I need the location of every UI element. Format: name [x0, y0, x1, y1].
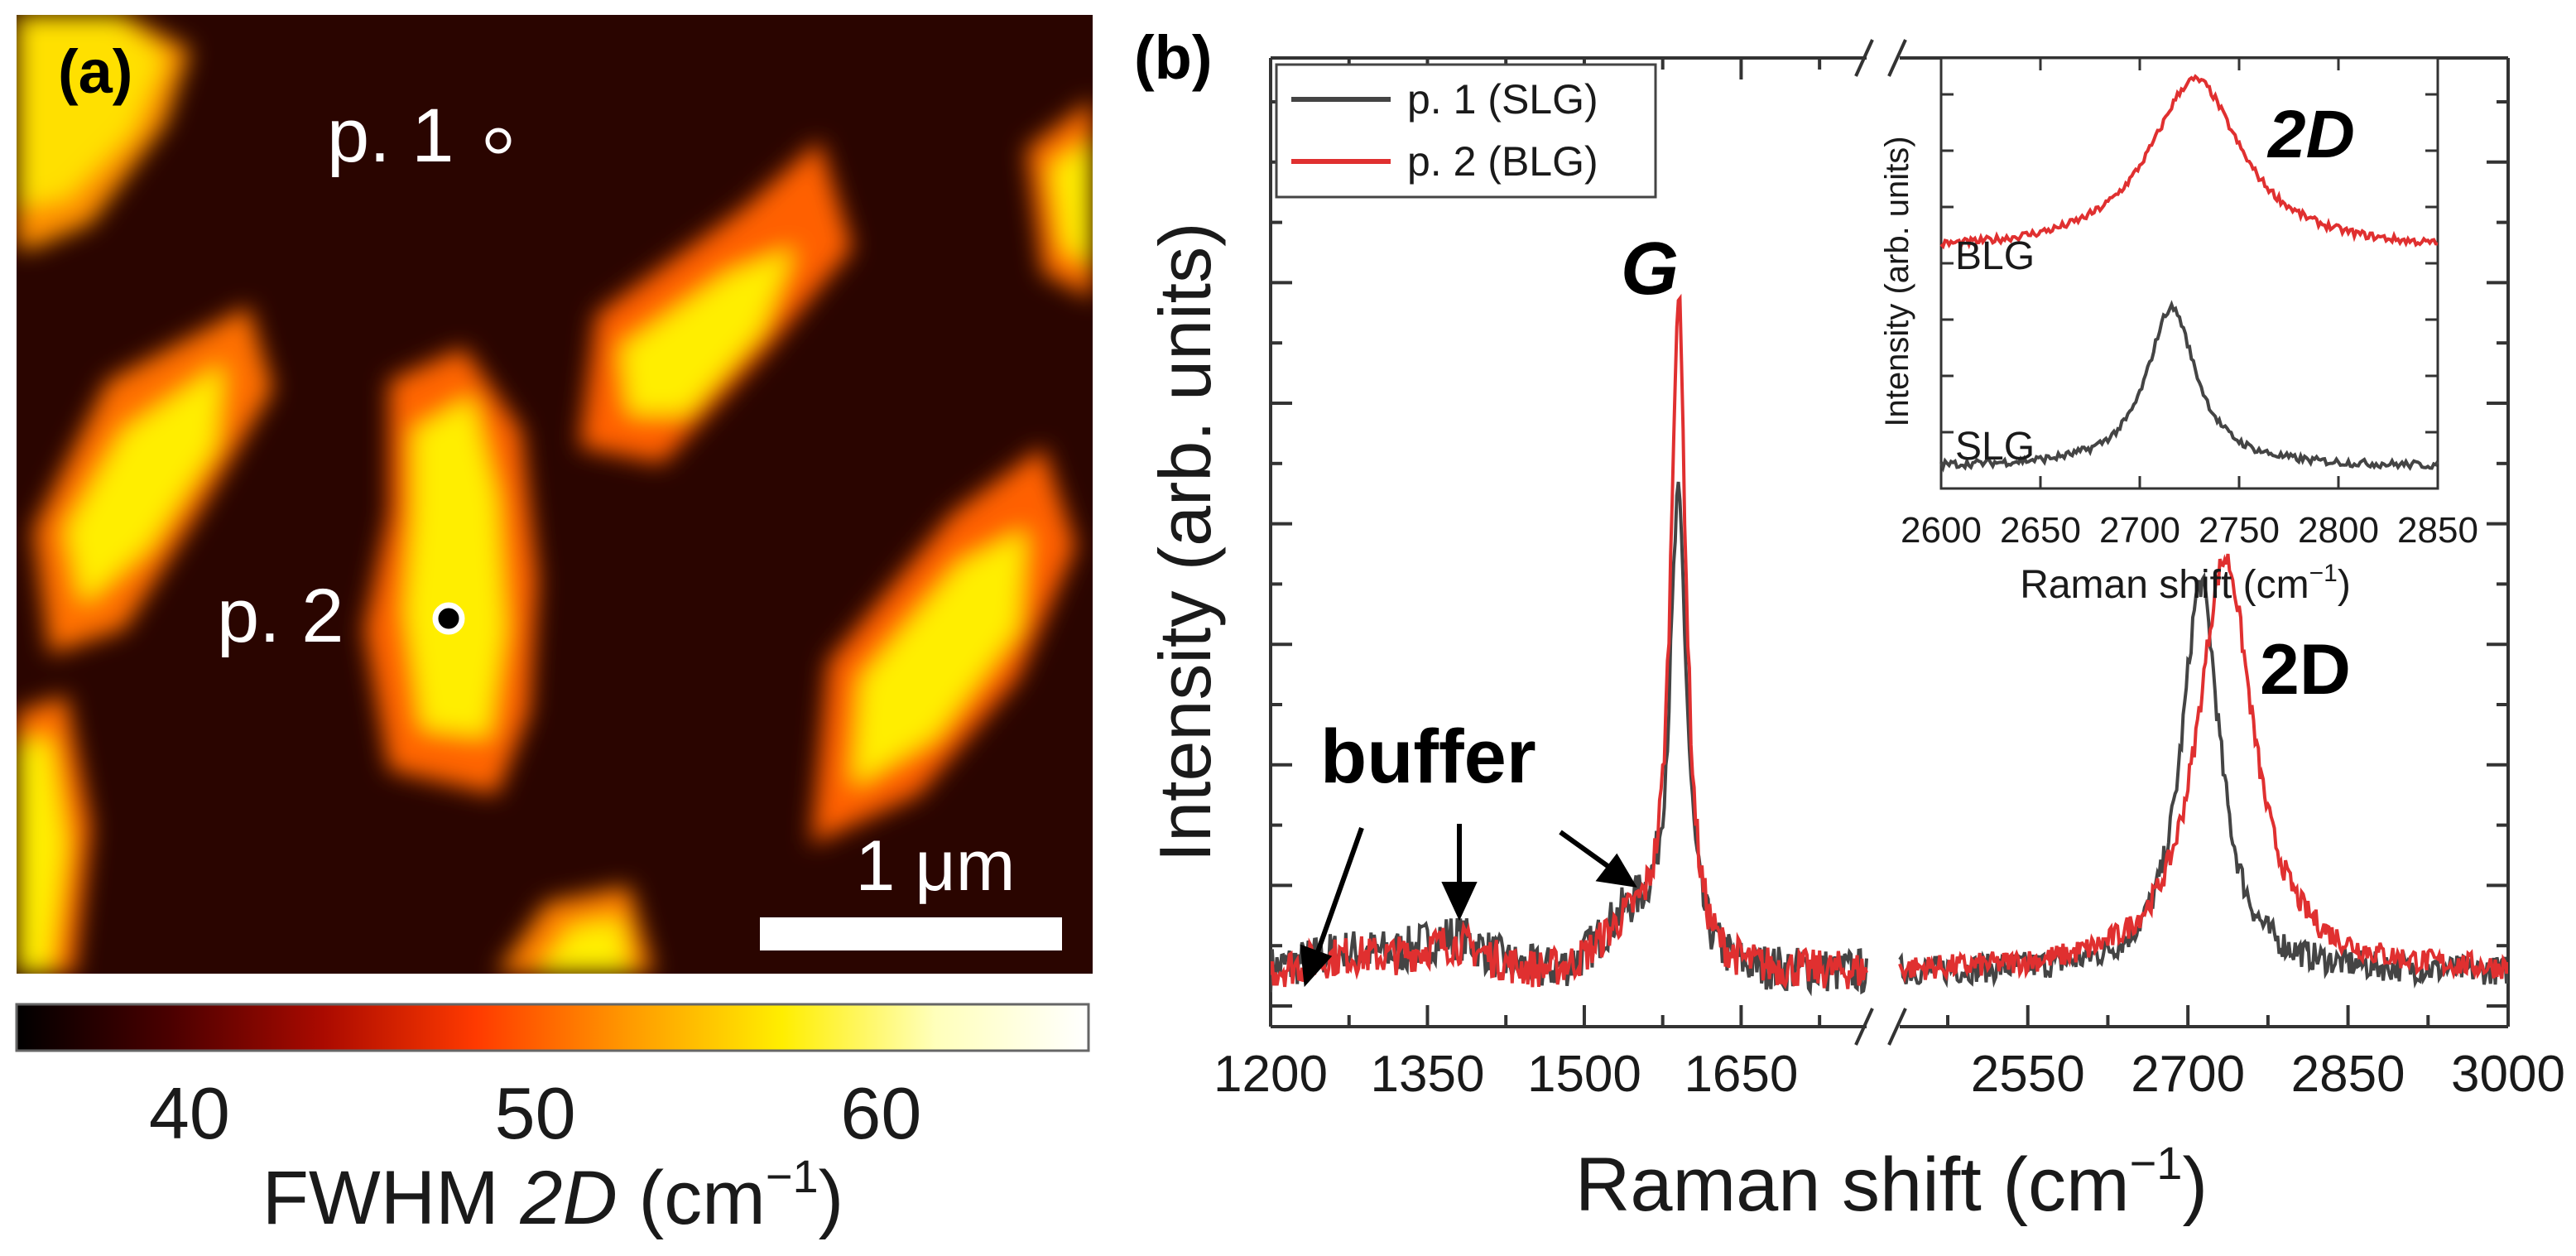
inset-annotation-2d: 2D — [2266, 97, 2355, 172]
blob-p2-core — [406, 397, 505, 737]
inset-x-tick-label: 2800 — [2298, 510, 2379, 551]
x-axis-tick-label: 3000 — [2451, 1046, 2565, 1103]
buffer-arrows — [1300, 824, 1637, 988]
scale-bar — [760, 917, 1062, 950]
x-axis-tick-label: 1350 — [1371, 1046, 1485, 1103]
inset-label-blg: BLG — [1955, 234, 2035, 278]
heatmap-blobs — [17, 15, 1093, 974]
inset-x-axis-label: Raman shift (cm−1) — [2020, 560, 2351, 607]
colorbar-tick-label: 40 — [149, 1072, 230, 1154]
colorbar-tick-label: 50 — [495, 1072, 576, 1154]
series-line-blg — [1271, 293, 2508, 989]
inset-series-slg — [1939, 300, 2439, 473]
x-axis-tick-label: 2550 — [1971, 1046, 2085, 1103]
y-axis-label: Intensity (arb. units) — [1144, 223, 1226, 863]
legend-box — [1275, 63, 1657, 199]
legend-label-blg: p. 2 (BLG) — [1407, 138, 1598, 185]
colorbar-tick-label: 60 — [840, 1072, 921, 1154]
point-marker-p2 — [432, 602, 465, 635]
inset-frame — [1939, 56, 2439, 490]
scale-bar-label: 1 μm — [856, 826, 1016, 906]
inset-x-tick-label: 2600 — [1901, 510, 1982, 551]
colorbar-ticks: 40 50 60 — [149, 1072, 921, 1154]
axis-break-marks — [1854, 39, 1907, 1046]
blob-left-bottom-core — [17, 737, 66, 974]
legend: p. 1 (SLG) p. 2 (BLG) — [1275, 63, 1657, 199]
annotation-buffer: buffer — [1320, 715, 1536, 799]
inset-x-tick-label: 2650 — [2000, 510, 2081, 551]
spectra-panel: (b) 1200 1350 1500 1650 2550 2700 2850 3000 Int… — [1134, 23, 2565, 1227]
heatmap-panel: (a) p. 1 p. 2 1 μm 40 50 60 FWHM 2D (cm−1) — [15, 15, 1093, 1240]
colorbar — [15, 1003, 1090, 1052]
blob-top-left-core — [17, 15, 166, 207]
inset-x-ticks: 2600 2650 2700 2750 2800 2850 — [1901, 58, 2478, 551]
point-label-p1: p. 1 — [327, 94, 454, 178]
inset-x-tick-label: 2700 — [2099, 510, 2180, 551]
x-axis-label: Raman shift (cm−1) — [1575, 1137, 2208, 1227]
x-axis-tick-label: 2700 — [2131, 1046, 2245, 1103]
panel-label-b: (b) — [1134, 23, 1213, 92]
inset-series-blg — [1939, 74, 2439, 251]
colorbar-label: FWHM 2D (cm−1) — [262, 1150, 844, 1240]
blob-bottom-center-core — [538, 919, 629, 974]
annotation-g: G — [1621, 228, 1679, 310]
inset-y-ticks — [1941, 93, 2438, 434]
y-axis-ticks — [1271, 100, 2508, 1008]
inset-x-tick-label: 2850 — [2397, 510, 2478, 551]
x-axis-tick-label: 2850 — [2291, 1046, 2405, 1103]
panel-label-a: (a) — [58, 37, 132, 106]
inset-label-slg: SLG — [1955, 425, 2035, 469]
point-label-p2: p. 2 — [217, 574, 344, 658]
blob-right-mid-core — [853, 530, 1026, 787]
annotation-2d: 2D — [2260, 630, 2351, 710]
blob-left-mid-core — [66, 364, 223, 604]
blob-center-upper-core — [621, 248, 795, 414]
inset-y-axis-label: Intensity (arb. units) — [1879, 136, 1915, 426]
x-axis-tick-label: 1650 — [1684, 1046, 1798, 1103]
inset: 2600 2650 2700 2750 2800 2850 BLG SLG 2D Inte… — [1879, 56, 2478, 607]
legend-label-slg: p. 1 (SLG) — [1407, 76, 1598, 123]
x-axis-tick-label: 1500 — [1527, 1046, 1641, 1103]
blob-right-top-core — [1051, 141, 1093, 265]
point-marker-p1 — [485, 128, 512, 154]
x-axis-tick-label: 1200 — [1214, 1046, 1328, 1103]
inset-x-tick-label: 2750 — [2199, 510, 2280, 551]
